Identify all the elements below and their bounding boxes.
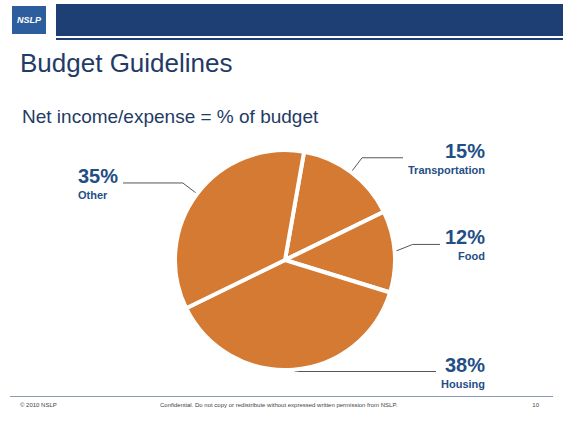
html-text:10: 10 <box>532 402 539 408</box>
svg-text:Transportation: Transportation <box>408 164 485 176</box>
svg-text:38%: 38% <box>445 354 485 376</box>
svg-text:Housing: Housing <box>441 378 485 390</box>
html-text:Confidential. Do not copy or r: Confidential. Do not copy or redistribut… <box>160 402 398 408</box>
svg-text:15%: 15% <box>445 140 485 162</box>
html-text:NSLP: NSLP <box>17 15 41 25</box>
html-text:Net income/expense = % of budg: Net income/expense = % of budget <box>22 106 319 127</box>
svg-text:35%: 35% <box>78 165 118 187</box>
svg-text:Other: Other <box>78 189 108 201</box>
html-text:Budget Guidelines: Budget Guidelines <box>20 48 233 78</box>
svg-text:12%: 12% <box>445 226 485 248</box>
svg-text:Food: Food <box>458 250 485 262</box>
html-text:© 2010 NSLP: © 2010 NSLP <box>20 402 57 408</box>
